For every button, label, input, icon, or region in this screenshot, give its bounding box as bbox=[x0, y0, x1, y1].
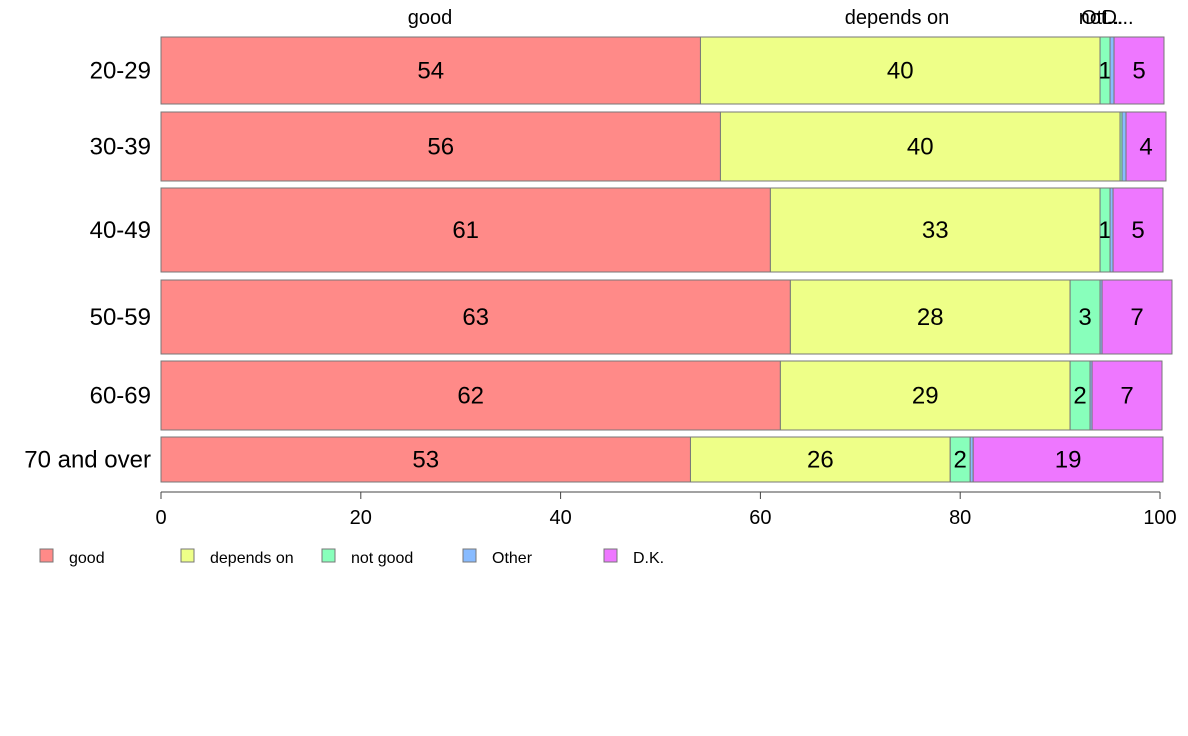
x-tick-label: 80 bbox=[949, 507, 971, 529]
legend-item: not good bbox=[321, 548, 413, 567]
bar-segment-d-k--4 bbox=[1091, 360, 1163, 431]
legend-item: Other bbox=[462, 548, 533, 567]
data-label: 56 bbox=[427, 134, 454, 161]
data-label: 2 bbox=[954, 447, 967, 474]
bar-segment-depends-on-3 bbox=[789, 279, 1071, 355]
data-label: 5 bbox=[1131, 217, 1144, 244]
category-label: 40-49 bbox=[90, 217, 151, 244]
series-top-label: depends on bbox=[845, 7, 950, 29]
legend-label: depends on bbox=[210, 550, 294, 567]
data-label: 26 bbox=[807, 447, 834, 474]
bar-segment-good-5 bbox=[160, 436, 691, 483]
data-label: 7 bbox=[1120, 383, 1133, 410]
bar-segment-good-1 bbox=[160, 111, 721, 182]
bar-segment-depends-on-4 bbox=[779, 360, 1071, 431]
legend-item: good bbox=[39, 548, 105, 567]
legend-swatch bbox=[180, 548, 195, 563]
data-label: 40 bbox=[887, 58, 914, 85]
data-label: 19 bbox=[1055, 447, 1082, 474]
bar-segment-good-3 bbox=[160, 279, 791, 355]
data-label: 1 bbox=[1098, 217, 1111, 244]
legend-swatch bbox=[321, 548, 336, 563]
data-label: 28 bbox=[917, 304, 944, 331]
legend-item: D.K. bbox=[603, 548, 664, 567]
bar-segment-d-k--0 bbox=[1113, 36, 1165, 105]
bar-segment-depends-on-0 bbox=[699, 36, 1101, 105]
bar-segment-depends-on-1 bbox=[719, 111, 1121, 182]
series-top-label: not... bbox=[1079, 7, 1123, 29]
bar-segment-other-1 bbox=[1121, 111, 1127, 182]
data-label: 54 bbox=[417, 58, 444, 85]
data-label: 33 bbox=[922, 217, 949, 244]
bar-segment-d-k--5 bbox=[972, 436, 1164, 483]
legend-swatch bbox=[603, 548, 618, 563]
data-label: 1 bbox=[1098, 58, 1111, 85]
bar-segment-good-2 bbox=[160, 187, 771, 273]
series-top-label: D... bbox=[1102, 7, 1133, 29]
legend-label: Other bbox=[492, 550, 533, 567]
legend-item: depends on bbox=[180, 548, 294, 567]
category-label: 60-69 bbox=[90, 383, 151, 410]
category-labels: 20-29 30-39 40-49 50-59 60-69 70 and over bbox=[24, 58, 151, 474]
bars-layer: 54 40 1 556 40 461 33 1 563 28 3 762 29 2 753 26 2 19 bbox=[160, 36, 1173, 483]
x-tick-label: 40 bbox=[549, 507, 571, 529]
legend-label: not good bbox=[351, 550, 413, 567]
x-tick-label: 60 bbox=[749, 507, 771, 529]
bar-segment-good-0 bbox=[160, 36, 701, 105]
series-top-label: good bbox=[408, 7, 453, 29]
bar-segment-other-0 bbox=[1109, 36, 1115, 105]
legend: good depends on not good Other D.K. bbox=[39, 548, 664, 567]
bar-segment-d-k--2 bbox=[1112, 187, 1164, 273]
data-label: 2 bbox=[1073, 383, 1086, 410]
category-label: 30-39 bbox=[90, 134, 151, 161]
legend-label: good bbox=[69, 550, 105, 567]
data-label: 7 bbox=[1130, 304, 1143, 331]
series-top-label: Ot... bbox=[1081, 7, 1119, 29]
category-label: 50-59 bbox=[90, 304, 151, 331]
data-label: 53 bbox=[412, 447, 439, 474]
data-label: 40 bbox=[907, 134, 934, 161]
x-tick-label: 20 bbox=[350, 507, 372, 529]
category-label: 20-29 bbox=[90, 58, 151, 85]
data-label: 61 bbox=[452, 217, 479, 244]
series-top-labels: good depends on not...Ot...D... bbox=[408, 7, 1134, 29]
x-tick-label: 100 bbox=[1143, 507, 1176, 529]
data-label: 63 bbox=[462, 304, 489, 331]
legend-swatch bbox=[39, 548, 54, 563]
data-label: 3 bbox=[1078, 304, 1091, 331]
x-tick-label: 0 bbox=[155, 507, 166, 529]
data-label: 5 bbox=[1132, 58, 1145, 85]
bar-segment-not-good-3 bbox=[1069, 279, 1101, 355]
bar-segment-d-k--3 bbox=[1101, 279, 1173, 355]
legend-label: D.K. bbox=[633, 550, 664, 567]
data-label: 29 bbox=[912, 383, 939, 410]
x-axis: 0 20 40 60 80 100 bbox=[155, 491, 1177, 529]
bar-segment-d-k--1 bbox=[1125, 111, 1167, 182]
legend-swatch bbox=[462, 548, 477, 563]
data-label: 62 bbox=[457, 383, 484, 410]
data-label: 4 bbox=[1139, 134, 1152, 161]
bar-segment-good-4 bbox=[160, 360, 781, 431]
category-label: 70 and over bbox=[24, 447, 151, 474]
